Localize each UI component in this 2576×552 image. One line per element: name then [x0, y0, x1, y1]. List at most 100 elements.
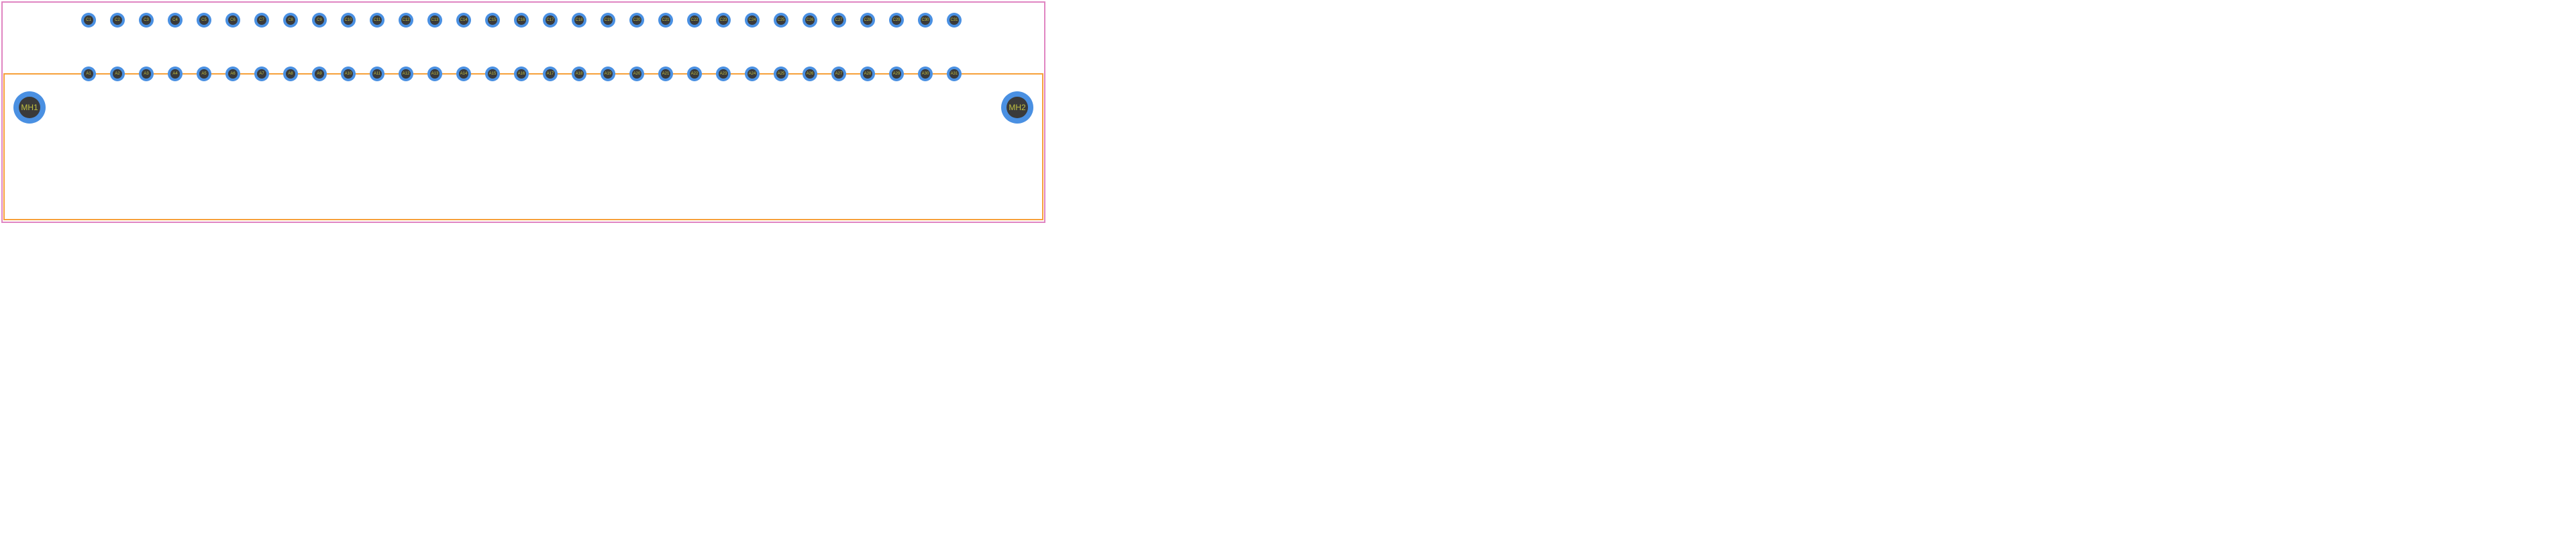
pad-c29-label: C29: [892, 18, 900, 22]
pad-a12-label: A12: [403, 72, 410, 76]
pad-a7: A7: [254, 66, 269, 81]
pad-c10: C10: [341, 13, 356, 28]
pad-a10-label: A10: [345, 72, 352, 76]
pad-c15: C15: [485, 13, 500, 28]
pad-c28: C28: [860, 13, 875, 28]
pad-a20-label: A20: [633, 72, 641, 76]
pad-c10-label: C10: [344, 18, 352, 22]
pad-c15-label: C15: [488, 18, 497, 22]
pad-a3-label: A3: [144, 72, 149, 76]
pad-a19-label: A19: [605, 72, 612, 76]
mount-hole-mh2-label: MH2: [1009, 103, 1026, 112]
pad-a4-label: A4: [172, 72, 178, 76]
pad-a8-label: A8: [288, 72, 293, 76]
pad-a30: A30: [918, 66, 933, 81]
pad-a20: A20: [629, 66, 644, 81]
pad-c20-label: C20: [633, 18, 641, 22]
pad-c23-label: C23: [719, 18, 727, 22]
pad-a1: A1: [81, 66, 96, 81]
pad-c16-label: C16: [517, 18, 525, 22]
pad-c28-label: C28: [864, 18, 872, 22]
pad-c29: C29: [889, 13, 904, 28]
pad-a10: A10: [341, 66, 356, 81]
pad-a27-label: A27: [835, 72, 843, 76]
pad-c3: C3: [139, 13, 154, 28]
pad-c4: C4: [168, 13, 183, 28]
pad-a22-label: A22: [691, 72, 699, 76]
pad-c18-label: C18: [575, 18, 583, 22]
pad-c1: C1: [81, 13, 96, 28]
pad-c27: C27: [831, 13, 846, 28]
pad-c11-label: C11: [374, 18, 381, 22]
pad-c14: C14: [456, 13, 471, 28]
pad-a27: A27: [831, 66, 846, 81]
pad-c21: C21: [658, 13, 673, 28]
pad-a13-label: A13: [431, 72, 439, 76]
pad-a18-label: A18: [576, 72, 583, 76]
pad-c11: C11: [370, 13, 384, 28]
mount-hole-mh2: MH2: [1001, 91, 1033, 124]
pad-c25: C25: [774, 13, 788, 28]
pad-a24: A24: [745, 66, 760, 81]
pad-a6: A6: [225, 66, 240, 81]
pad-c2-label: C2: [115, 18, 120, 22]
pad-c17-label: C17: [546, 18, 554, 22]
pad-c30: C30: [918, 13, 933, 28]
pad-a14-label: A14: [460, 72, 468, 76]
silkscreen-outline: [4, 74, 1043, 220]
pad-a2-label: A2: [115, 72, 120, 76]
pad-c25-label: C25: [777, 18, 785, 22]
mount-hole-mh1: MH1: [13, 91, 46, 124]
pad-c12: C12: [399, 13, 413, 28]
pad-c12-label: C12: [402, 18, 410, 22]
pad-a4: A4: [168, 66, 183, 81]
pad-c14-label: C14: [460, 18, 468, 22]
pad-a3: A3: [139, 66, 154, 81]
pad-c1-label: C1: [86, 18, 91, 22]
pad-a26: A26: [803, 66, 817, 81]
pad-a13: A13: [427, 66, 442, 81]
pad-a9: A9: [312, 66, 327, 81]
pad-c22-label: C22: [690, 18, 699, 22]
pad-a21-label: A21: [662, 72, 670, 76]
pad-c6: C6: [225, 13, 240, 28]
pad-c5: C5: [197, 13, 211, 28]
pad-a29: A29: [889, 66, 904, 81]
pad-c9: C9: [312, 13, 327, 28]
pad-c31: C31: [947, 13, 962, 28]
pad-c24: C24: [745, 13, 760, 28]
pad-c31-label: C31: [950, 18, 958, 22]
pad-a16: A16: [514, 66, 529, 81]
pad-a19: A19: [601, 66, 615, 81]
pad-a26-label: A26: [807, 72, 814, 76]
mount-hole-mh1-label: MH1: [21, 103, 38, 112]
pad-a30-label: A30: [922, 72, 929, 76]
pad-a14: A14: [456, 66, 471, 81]
pad-a5: A5: [197, 66, 211, 81]
pad-a17-label: A17: [547, 72, 554, 76]
pad-c19: C19: [601, 13, 615, 28]
pad-c19-label: C19: [604, 18, 612, 22]
pad-c26-label: C26: [806, 18, 814, 22]
pad-a31-label: A31: [951, 72, 958, 76]
pad-a5-label: A5: [201, 72, 207, 76]
footprint-outline: [2, 2, 1045, 222]
pad-a21: A21: [658, 66, 673, 81]
pad-a28-label: A28: [864, 72, 872, 76]
pad-a7-label: A7: [259, 72, 264, 76]
pad-a28: A28: [860, 66, 875, 81]
pad-c27-label: C27: [835, 18, 843, 22]
pad-c9-label: C9: [317, 18, 322, 22]
pad-c18: C18: [572, 13, 586, 28]
pad-a2: A2: [110, 66, 125, 81]
pad-a22: A22: [687, 66, 702, 81]
pad-a16-label: A16: [518, 72, 525, 76]
pad-c8: C8: [283, 13, 298, 28]
pad-c30-label: C30: [921, 18, 929, 22]
pad-a8: A8: [283, 66, 298, 81]
pad-c13: C13: [427, 13, 442, 28]
pad-c4-label: C4: [172, 18, 178, 22]
pad-a6-label: A6: [230, 72, 236, 76]
pad-c8-label: C8: [288, 18, 293, 22]
pad-a23-label: A23: [720, 72, 727, 76]
